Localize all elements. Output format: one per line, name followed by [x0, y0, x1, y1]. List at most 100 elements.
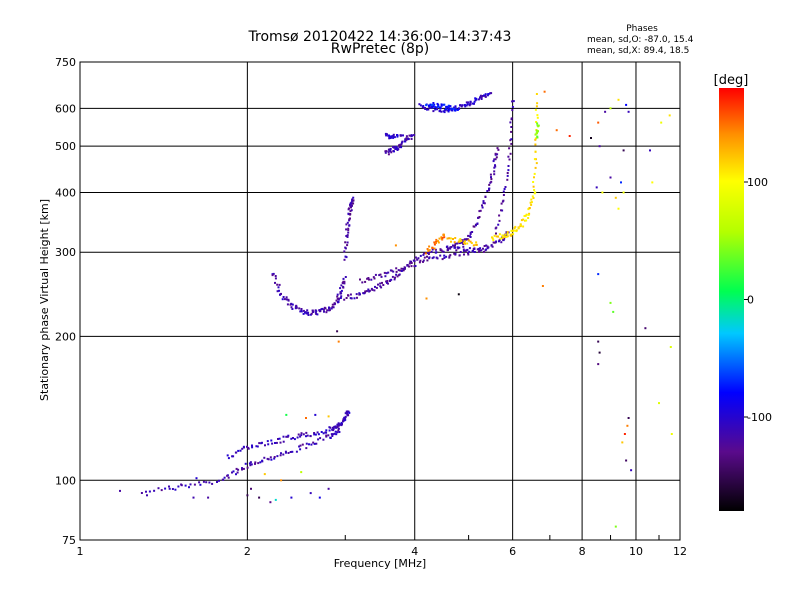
- trace-point: [498, 214, 501, 217]
- trace-point: [284, 450, 287, 453]
- trace-point: [501, 209, 504, 212]
- scatter-point: [598, 145, 601, 148]
- trace-point: [460, 105, 463, 108]
- trace-point: [397, 269, 400, 272]
- trace-point: [277, 438, 279, 440]
- trace-point: [306, 434, 309, 437]
- trace-point: [292, 437, 294, 439]
- trace-point: [348, 411, 351, 414]
- scatter-point: [305, 417, 307, 419]
- trace-point: [454, 105, 457, 108]
- trace-point: [309, 435, 312, 438]
- trace-point: [479, 209, 482, 212]
- trace-point: [216, 481, 218, 483]
- trace-point: [274, 281, 276, 284]
- trace-point: [276, 283, 279, 286]
- trace-point: [388, 135, 391, 138]
- trace-point: [254, 461, 257, 464]
- trace-point: [440, 236, 443, 239]
- trace-point: [418, 103, 421, 106]
- trace-point: [477, 247, 480, 250]
- trace-point: [370, 287, 373, 290]
- trace-point: [471, 250, 474, 253]
- trace-point: [482, 247, 484, 250]
- trace-point: [251, 446, 254, 449]
- trace-point: [502, 235, 505, 238]
- trace-point: [495, 156, 498, 159]
- trace-point: [464, 242, 467, 245]
- trace-point: [497, 223, 500, 226]
- trace-point: [322, 438, 325, 441]
- y-tick-label: 75: [62, 534, 76, 547]
- trace-point: [443, 111, 446, 114]
- trace-point: [379, 273, 382, 276]
- trace-point: [356, 296, 358, 299]
- scatter-point: [668, 114, 671, 117]
- trace-point: [331, 303, 334, 306]
- trace-point: [387, 271, 390, 274]
- trace-point: [428, 245, 431, 248]
- trace-point: [318, 309, 321, 312]
- trace-point: [296, 436, 299, 439]
- scatter-point: [627, 110, 630, 113]
- x-axis-label: Frequency [MHz]: [334, 557, 426, 570]
- trace-point: [286, 303, 289, 306]
- trace-point: [387, 282, 389, 285]
- grid: [80, 62, 680, 540]
- trace-point: [349, 293, 352, 296]
- trace-point: [472, 102, 474, 105]
- trace-point: [383, 271, 386, 274]
- trace-point: [246, 466, 249, 469]
- trace-point: [384, 150, 387, 153]
- trace-point: [461, 104, 464, 107]
- trace-point: [299, 310, 302, 313]
- scatter-point: [425, 297, 428, 300]
- trace-point: [443, 103, 446, 106]
- trace-point: [350, 209, 353, 212]
- trace-point: [434, 108, 437, 111]
- trace-point: [344, 415, 347, 418]
- trace-point: [483, 250, 485, 253]
- trace-point: [505, 231, 508, 234]
- trace-point: [433, 247, 436, 250]
- trace-point: [506, 232, 509, 235]
- trace-point: [536, 130, 539, 133]
- trace-point: [235, 467, 238, 470]
- trace-point: [427, 108, 430, 111]
- trace-point: [472, 225, 475, 228]
- trace-point: [249, 461, 252, 464]
- trace-point: [406, 264, 409, 267]
- x-tick-label: 4: [411, 545, 418, 558]
- trace-point: [525, 219, 528, 222]
- colorbar-tick-label: 100: [747, 176, 768, 189]
- trace-point: [428, 256, 431, 259]
- colorbar-tick-label: -100: [747, 411, 772, 424]
- scatter-point: [314, 413, 317, 416]
- chart-subtitle: RwPretec (8p): [331, 41, 429, 57]
- trace-point: [422, 106, 425, 109]
- trace-point: [481, 204, 483, 207]
- trace-point: [211, 482, 214, 485]
- trace-point: [432, 256, 435, 259]
- trace-point: [291, 308, 294, 310]
- scatter-point: [192, 496, 195, 499]
- trace-point: [509, 152, 512, 155]
- trace-point: [329, 436, 332, 439]
- trace-point: [423, 256, 426, 259]
- trace-point: [456, 246, 459, 249]
- trace-point: [294, 305, 297, 308]
- trace-point: [334, 425, 337, 428]
- trace-point: [441, 250, 444, 253]
- trace-point: [493, 158, 496, 161]
- trace-point: [382, 284, 385, 286]
- trace-point: [343, 282, 346, 285]
- trace-point: [323, 306, 326, 309]
- trace-point: [279, 454, 282, 457]
- trace-point: [436, 257, 439, 260]
- trace-point: [346, 412, 348, 415]
- trace-point: [507, 169, 510, 172]
- trace-point: [431, 106, 434, 109]
- trace-point: [338, 431, 341, 433]
- trace-point: [460, 240, 463, 242]
- trace-point: [511, 100, 514, 103]
